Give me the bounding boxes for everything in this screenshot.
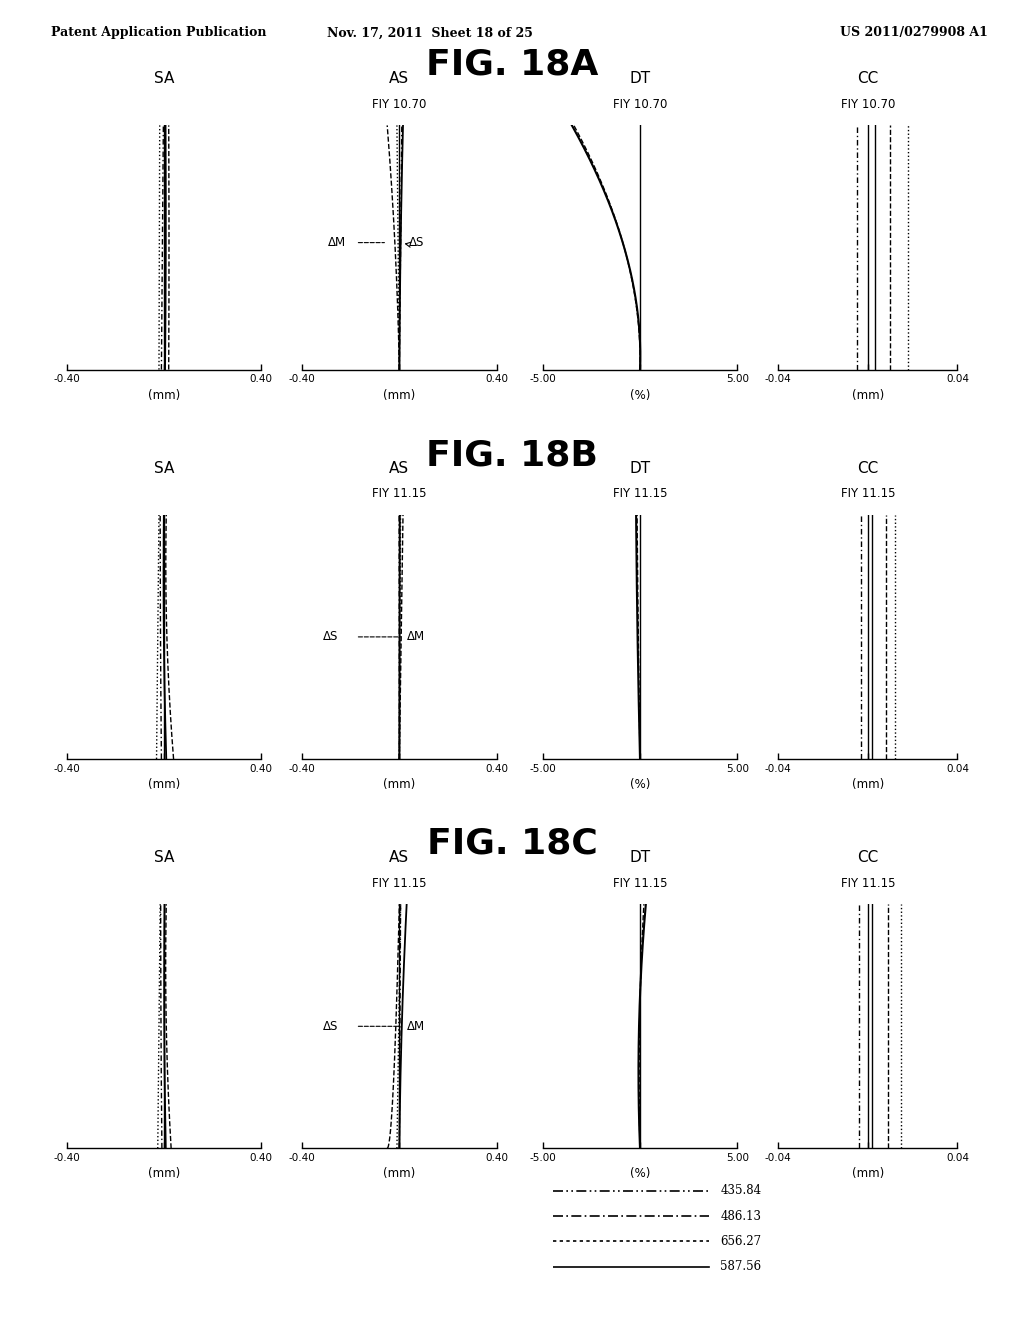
Text: FIG. 18B: FIG. 18B — [426, 438, 598, 473]
X-axis label: (%): (%) — [630, 388, 650, 401]
Text: FIY 11.15: FIY 11.15 — [612, 876, 668, 890]
Text: AS: AS — [389, 850, 410, 865]
Text: ΔS: ΔS — [324, 631, 339, 643]
X-axis label: (mm): (mm) — [147, 1167, 180, 1180]
Text: FIG. 18A: FIG. 18A — [426, 48, 598, 82]
Text: FIY 11.15: FIY 11.15 — [372, 487, 427, 500]
X-axis label: (%): (%) — [630, 1167, 650, 1180]
Text: 486.13: 486.13 — [720, 1209, 761, 1222]
Text: ΔM: ΔM — [407, 1020, 425, 1032]
Text: ΔS: ΔS — [324, 1020, 339, 1032]
Text: AS: AS — [389, 461, 410, 475]
X-axis label: (mm): (mm) — [852, 1167, 884, 1180]
Text: Patent Application Publication: Patent Application Publication — [51, 26, 266, 40]
Text: DT: DT — [630, 461, 650, 475]
Text: 435.84: 435.84 — [720, 1184, 762, 1197]
Text: FIY 11.15: FIY 11.15 — [841, 876, 895, 890]
Text: CC: CC — [857, 71, 879, 86]
X-axis label: (mm): (mm) — [147, 777, 180, 791]
X-axis label: (mm): (mm) — [383, 777, 416, 791]
Text: ΔS: ΔS — [410, 236, 425, 249]
X-axis label: (mm): (mm) — [852, 777, 884, 791]
Text: DT: DT — [630, 71, 650, 86]
Text: SA: SA — [154, 850, 174, 865]
Text: US 2011/0279908 A1: US 2011/0279908 A1 — [840, 26, 987, 40]
Text: 656.27: 656.27 — [720, 1234, 762, 1247]
X-axis label: (mm): (mm) — [852, 388, 884, 401]
Text: SA: SA — [154, 461, 174, 475]
Text: ΔM: ΔM — [407, 631, 425, 643]
Text: FIG. 18C: FIG. 18C — [427, 826, 597, 861]
Text: FIY 10.70: FIY 10.70 — [841, 98, 895, 111]
Text: FIY 10.70: FIY 10.70 — [372, 98, 427, 111]
Text: SA: SA — [154, 71, 174, 86]
X-axis label: (mm): (mm) — [383, 388, 416, 401]
Text: FIY 11.15: FIY 11.15 — [612, 487, 668, 500]
Text: ΔM: ΔM — [328, 236, 346, 249]
Text: Nov. 17, 2011  Sheet 18 of 25: Nov. 17, 2011 Sheet 18 of 25 — [327, 26, 534, 40]
Text: FIY 11.15: FIY 11.15 — [841, 487, 895, 500]
Text: FIY 10.70: FIY 10.70 — [612, 98, 668, 111]
Text: CC: CC — [857, 461, 879, 475]
X-axis label: (%): (%) — [630, 777, 650, 791]
Text: DT: DT — [630, 850, 650, 865]
Text: 587.56: 587.56 — [720, 1261, 762, 1272]
Text: CC: CC — [857, 850, 879, 865]
X-axis label: (mm): (mm) — [383, 1167, 416, 1180]
X-axis label: (mm): (mm) — [147, 388, 180, 401]
Text: FIY 11.15: FIY 11.15 — [372, 876, 427, 890]
Text: AS: AS — [389, 71, 410, 86]
